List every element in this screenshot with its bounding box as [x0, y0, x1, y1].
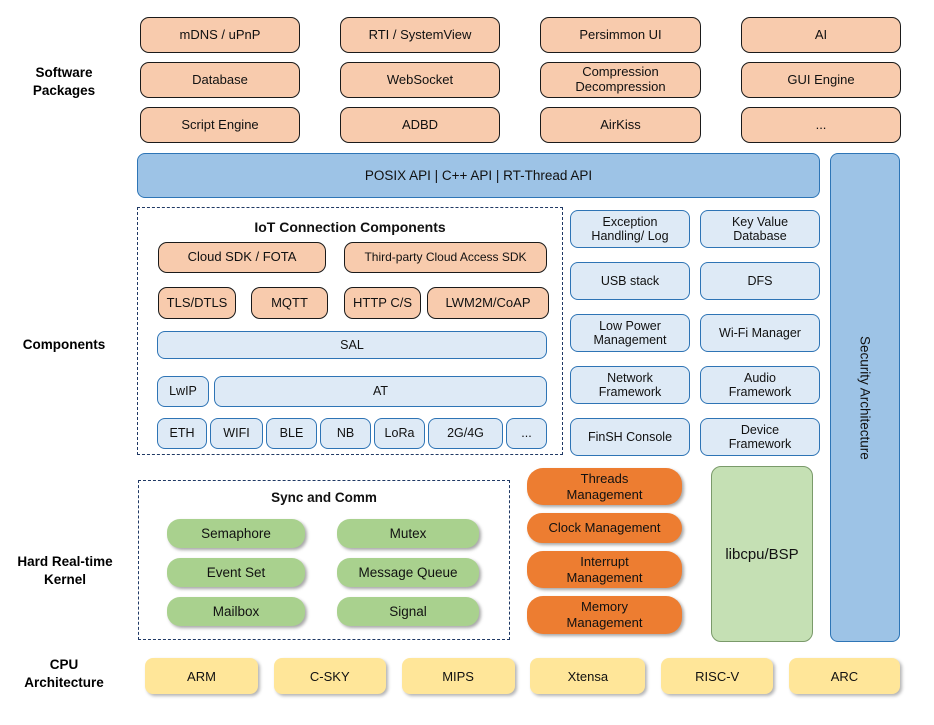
package-box-websocket: WebSocket	[340, 62, 500, 98]
box-audio-framework: Audio Framework	[700, 366, 820, 404]
package-box-more: ...	[741, 107, 901, 143]
box-arc: ARC	[788, 658, 900, 694]
iot-box-title: IoT Connection Components	[254, 219, 446, 235]
box-mips: MIPS	[401, 658, 515, 694]
security-architecture-bar: Security Architecture	[830, 153, 900, 642]
box-exception-handling-log: Exception Handling/ Log	[570, 210, 690, 248]
box-mqtt: MQTT	[251, 287, 328, 319]
box-at: AT	[214, 376, 547, 407]
cpu-architecture-row: ARM C-SKY MIPS Xtensa RISC-V ARC	[145, 658, 900, 694]
sync-box-title: Sync and Comm	[271, 490, 377, 505]
kernel-management-column: Threads Management Clock Management Inte…	[527, 468, 682, 634]
package-box-adbd: ADBD	[340, 107, 500, 143]
box-2g-4g: 2G/4G	[428, 418, 503, 449]
box-nb: NB	[320, 418, 371, 449]
box-cloud-sdk-fota: Cloud SDK / FOTA	[158, 242, 326, 273]
box-interrupt-management: Interrupt Management	[527, 551, 682, 589]
box-lwm2m-coap: LWM2M/CoAP	[427, 287, 549, 319]
package-box-ai: AI	[741, 17, 901, 53]
box-ble: BLE	[266, 418, 317, 449]
box-memory-management: Memory Management	[527, 596, 682, 634]
package-box-database: Database	[140, 62, 300, 98]
api-bar: POSIX API | C++ API | RT-Thread API	[137, 153, 820, 198]
sync-grid: Semaphore Mutex Event Set Message Queue …	[167, 519, 479, 626]
package-box-mdns-upnp: mDNS / uPnP	[140, 17, 300, 53]
section-label-components: Components	[22, 337, 106, 352]
box-lora: LoRa	[374, 418, 425, 449]
box-dfs: DFS	[700, 262, 820, 300]
libcpu-bsp-box: libcpu/BSP	[711, 466, 813, 642]
box-mailbox: Mailbox	[167, 597, 305, 626]
box-risc-v: RISC-V	[661, 658, 774, 694]
package-box-script-engine: Script Engine	[140, 107, 300, 143]
box-xtensa: Xtensa	[530, 658, 646, 694]
box-tls-dtls: TLS/DTLS	[158, 287, 236, 319]
box-device-framework: Device Framework	[700, 418, 820, 456]
box-message-queue: Message Queue	[337, 558, 479, 587]
box-mutex: Mutex	[337, 519, 479, 548]
section-label-kernel: Hard Real-time Kernel	[17, 554, 113, 587]
box-eth: ETH	[157, 418, 207, 449]
package-box-persimmon-ui: Persimmon UI	[540, 17, 701, 53]
box-third-party-cloud-access-sdk: Third-party Cloud Access SDK	[344, 242, 547, 273]
box-sal: SAL	[157, 331, 547, 359]
package-box-gui-engine: GUI Engine	[741, 62, 901, 98]
box-threads-management: Threads Management	[527, 468, 682, 506]
box-lwip: LwIP	[157, 376, 209, 407]
iot-connection-components-box: IoT Connection Components Cloud SDK / FO…	[137, 207, 563, 455]
package-box-rti-systemview: RTI / SystemView	[340, 17, 500, 53]
box-event-set: Event Set	[167, 558, 305, 587]
box-low-power-management: Low Power Management	[570, 314, 690, 352]
box-links-more: ...	[506, 418, 547, 449]
box-arm: ARM	[145, 658, 258, 694]
box-wifi: WIFI	[210, 418, 263, 449]
section-label-cpu-architecture: CPU Architecture	[24, 657, 104, 690]
box-signal: Signal	[337, 597, 479, 626]
box-http-cs: HTTP C/S	[344, 287, 421, 319]
box-usb-stack: USB stack	[570, 262, 690, 300]
box-network-framework: Network Framework	[570, 366, 690, 404]
box-finsh-console: FinSH Console	[570, 418, 690, 456]
package-box-compression: Compression Decompression	[540, 62, 701, 98]
box-c-sky: C-SKY	[273, 658, 386, 694]
box-clock-management: Clock Management	[527, 513, 682, 544]
box-key-value-database: Key Value Database	[700, 210, 820, 248]
components-grid: Exception Handling/ Log Key Value Databa…	[570, 210, 820, 456]
sync-and-comm-box: Sync and Comm Semaphore Mutex Event Set …	[138, 480, 510, 640]
section-label-software-packages: Software Packages	[32, 65, 96, 98]
package-box-airkiss: AirKiss	[540, 107, 701, 143]
box-semaphore: Semaphore	[167, 519, 305, 548]
software-packages-grid: mDNS / uPnP RTI / SystemView Persimmon U…	[140, 17, 901, 143]
box-wifi-manager: Wi-Fi Manager	[700, 314, 820, 352]
